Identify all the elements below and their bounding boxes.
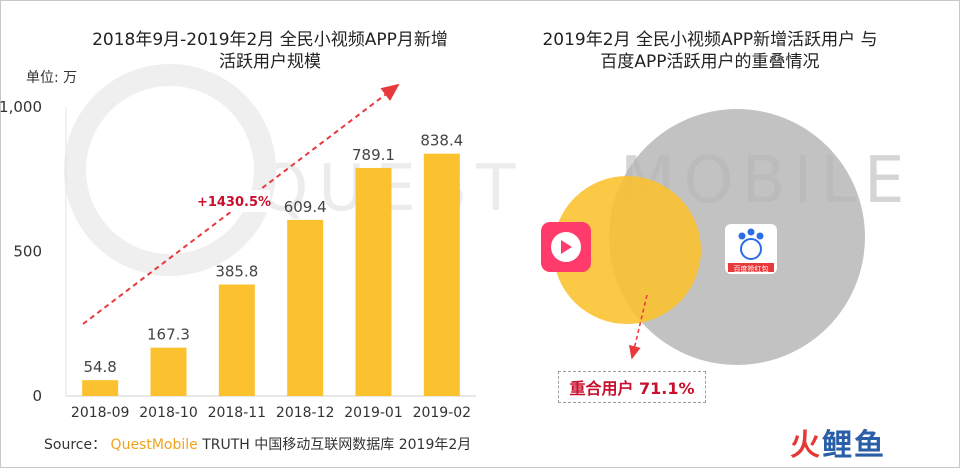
bar-value-label: 167.3 (147, 326, 190, 344)
venn-diagram: 百度抢红包 (541, 109, 865, 365)
venn-chart-title-line2: 百度APP活跃用户的重叠情况 (600, 52, 820, 72)
y-tick-label: 500 (13, 243, 42, 261)
bar (82, 380, 119, 396)
source-prefix: Source： (44, 437, 107, 453)
growth-label-bg (198, 190, 270, 212)
x-tick-label: 2018-10 (139, 405, 198, 421)
bar (355, 167, 392, 396)
quanmin-icon-play (561, 240, 572, 254)
bar (423, 153, 460, 396)
bar-value-label: 385.8 (215, 263, 258, 281)
baidu-paw-toe (756, 232, 764, 240)
baidu-paw-pad (740, 238, 762, 260)
baidu-paw-toe (738, 232, 746, 240)
bar-chart-title-line1: 2018年9月-2019年2月 全民小视频APP月新增 (92, 30, 448, 50)
source-rest: TRUTH 中国移动互联网数据库 2019年2月 (202, 437, 472, 453)
y-tick-label: 1,000 (0, 98, 42, 116)
baidu-app-icon: 百度抢红包 (725, 224, 777, 274)
venn-chart-title: 2019年2月 全民小视频APP新增活跃用户 与 百度APP活跃用户的重叠情况 (500, 29, 920, 73)
baidu-icon-bg (725, 224, 777, 274)
x-tick-label: 2018-12 (276, 405, 335, 421)
baidu-paw-toe (747, 228, 755, 236)
bar (150, 347, 187, 396)
source-brand: QuestMobile (110, 437, 198, 453)
bar-chart-title: 2018年9月-2019年2月 全民小视频APP月新增 活跃用户规模 (60, 29, 480, 73)
x-tick-label: 2019-02 (413, 405, 472, 421)
bar-value-label: 609.4 (284, 198, 327, 216)
corner-logo: 火鲤鱼 (790, 420, 886, 464)
bar-value-label: 838.4 (420, 132, 463, 150)
corner-logo-part2: 鲤鱼 (822, 428, 886, 463)
corner-logo-part1: 火 (790, 428, 822, 463)
bar-chart-title-line2: 活跃用户规模 (219, 52, 321, 72)
y-axis-unit-label: 单位: 万 (26, 70, 78, 86)
x-tick-label: 2018-09 (71, 405, 130, 421)
bar (287, 219, 324, 396)
quanmin-video-icon (541, 222, 591, 272)
venn-chart-title-line1: 2019年2月 全民小视频APP新增活跃用户 与 (542, 30, 878, 50)
venn-circle-quanmin-users (553, 176, 701, 324)
baidu-icon-banner (728, 263, 774, 272)
overlap-pointer (628, 294, 648, 360)
bar-chart: 0 500 1,000 54.8 2018-09 167.3 2018-10 385.8 201… (0, 83, 476, 421)
x-tick-label: 2019-01 (344, 405, 403, 421)
x-tick-label: 2018-11 (208, 405, 267, 421)
y-tick-label: 0 (32, 387, 42, 405)
growth-label: +1430.5% (197, 195, 271, 210)
baidu-icon-caption: 百度抢红包 (734, 264, 769, 273)
bar-value-label: 54.8 (83, 358, 116, 376)
watermark-ring (64, 64, 276, 276)
source-line: Source： QuestMobile TRUTH 中国移动互联网数据库 201… (44, 434, 471, 454)
bar-value-label: 789.1 (352, 146, 395, 164)
growth-arrow (82, 83, 400, 325)
overlap-badge: 重合用户 71.1% (558, 371, 706, 403)
bar (218, 284, 255, 396)
